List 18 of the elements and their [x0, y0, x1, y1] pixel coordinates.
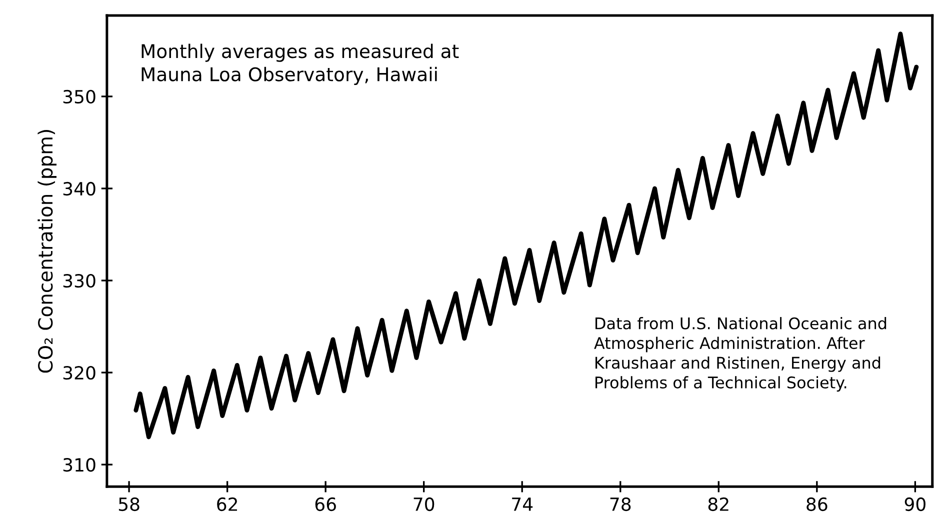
- y-tick-label: 330: [63, 274, 96, 288]
- x-tick-label: 74: [512, 498, 533, 511]
- annotation: Data from U.S. National Oceanic and Atmospheric Administration. After Kraushaar and Ristinen, Energy and Problems of a Technical Society.: [594, 317, 886, 392]
- x-tick-label: 58: [118, 497, 140, 512]
- y-tick-label: 320: [63, 366, 96, 380]
- line-series: [134, 32, 919, 440]
- x-tick-label: 62: [217, 497, 237, 512]
- x-tick-label: 66: [315, 497, 336, 512]
- y-axis-title: CO₂ Concentration (ppm): [38, 130, 56, 373]
- y-tick-label: 340: [63, 182, 96, 196]
- y-tick-label: 350: [63, 90, 96, 104]
- x-tick-label: 70: [414, 497, 434, 512]
- annotation: Monthly averages as measured at Mauna Loa Observatory, Hawaii: [142, 44, 459, 86]
- x-tick-label: 90: [904, 497, 926, 512]
- x-tick-label: 86: [806, 497, 828, 512]
- y-tick-label: 310: [63, 458, 96, 472]
- x-tick-label: 78: [610, 497, 631, 512]
- x-tick-label: 82: [708, 497, 728, 512]
